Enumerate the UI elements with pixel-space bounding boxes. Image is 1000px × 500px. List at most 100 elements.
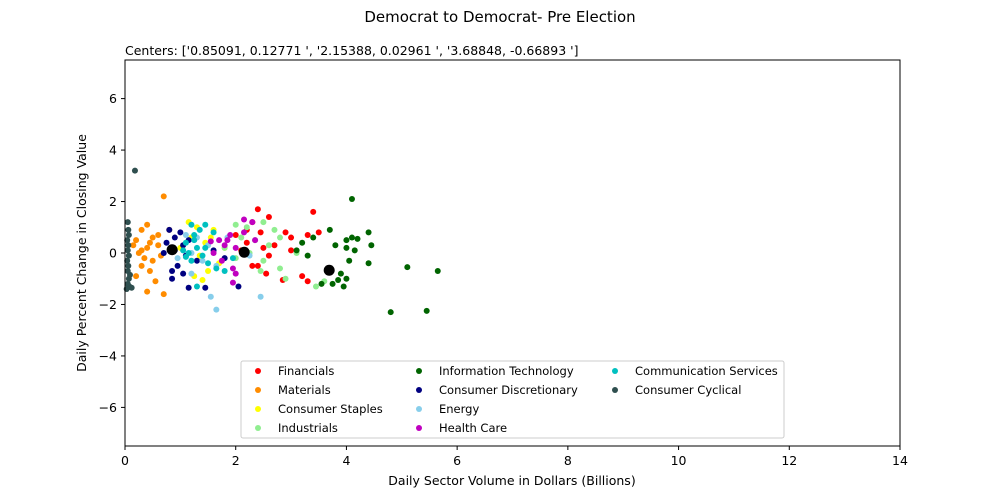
point-industrials-1 — [243, 224, 250, 231]
point-industrials-13 — [312, 283, 319, 290]
point-information-technology-10 — [346, 257, 353, 264]
point-consumer-discretionary-15 — [202, 284, 209, 291]
point-information-technology-25 — [299, 239, 306, 246]
y-tick-label-3: 0 — [109, 246, 117, 261]
point-communication-services-11 — [221, 268, 228, 275]
point-communication-services-0 — [188, 221, 195, 228]
point-information-technology-13 — [329, 280, 336, 287]
cluster-center-0 — [166, 244, 178, 256]
point-information-technology-24 — [304, 252, 311, 259]
point-communication-services-13 — [193, 283, 200, 290]
legend-label-0: Financials — [278, 364, 334, 378]
legend-label-4: Information Technology — [439, 364, 574, 378]
point-communication-services-18 — [182, 253, 189, 260]
point-materials-14 — [160, 291, 167, 298]
point-financials-14 — [254, 262, 261, 269]
point-information-technology-12 — [343, 275, 350, 282]
point-information-technology-22 — [310, 234, 317, 241]
point-information-technology-5 — [365, 229, 372, 236]
point-consumer-cyclical-14 — [128, 284, 135, 291]
legend-marker-9 — [612, 387, 618, 393]
point-industrials-10 — [277, 265, 283, 272]
point-consumer-discretionary-2 — [171, 234, 178, 241]
point-industrials-2 — [260, 219, 267, 226]
point-communication-services-15 — [180, 247, 187, 254]
point-information-technology-23 — [293, 247, 300, 254]
point-information-technology-0 — [348, 195, 355, 202]
point-communication-services-3 — [191, 231, 198, 238]
point-materials-16 — [155, 231, 162, 238]
point-financials-19 — [263, 270, 270, 277]
legend-label-7: Health Care — [439, 421, 507, 435]
x-axis: 0 2 4 6 8 10 12 14 — [121, 446, 908, 468]
legend-marker-4 — [416, 368, 422, 374]
point-financials-5 — [257, 229, 264, 236]
point-industrials-17 — [271, 226, 278, 233]
point-financials-16 — [299, 273, 306, 280]
point-materials-12 — [152, 278, 159, 285]
point-financials-15 — [265, 252, 272, 259]
point-industrials-0 — [232, 221, 239, 228]
point-financials-21 — [249, 262, 256, 269]
point-materials-4 — [133, 237, 140, 244]
point-consumer-discretionary-10 — [174, 262, 181, 269]
point-materials-18 — [149, 257, 156, 264]
point-health-care-12 — [241, 229, 248, 236]
x-axis-label: Daily Sector Volume in Dollars (Billions… — [388, 473, 635, 488]
x-tick-label-6: 12 — [781, 453, 797, 468]
point-industrials-5 — [265, 242, 272, 249]
point-financials-7 — [288, 234, 295, 241]
cluster-center-2 — [323, 264, 335, 276]
point-information-technology-11 — [337, 270, 344, 277]
point-consumer-cyclical-3 — [125, 231, 132, 238]
point-information-technology-2 — [348, 234, 355, 241]
point-health-care-2 — [227, 231, 234, 238]
point-consumer-cyclical-6 — [124, 247, 131, 254]
y-axis-label: Daily Percent Change in Closing Value — [74, 134, 89, 372]
point-financials-11 — [260, 244, 267, 251]
point-materials-1 — [144, 221, 151, 228]
x-tick-label-0: 0 — [121, 453, 129, 468]
point-consumer-discretionary-14 — [185, 284, 192, 291]
point-consumer-cyclical-16 — [126, 271, 133, 278]
y-axis: −6 −4 −2 0 2 4 6 — [99, 91, 125, 415]
point-consumer-cyclical-1 — [124, 219, 131, 226]
point-communication-services-5 — [193, 244, 200, 251]
point-health-care-14 — [224, 237, 231, 244]
legend-marker-1 — [255, 387, 261, 393]
point-information-technology-8 — [343, 244, 350, 251]
point-health-care-4 — [221, 242, 228, 249]
legend-label-6: Energy — [439, 402, 479, 416]
point-consumer-discretionary-4 — [163, 239, 170, 246]
point-industrials-9 — [257, 268, 264, 275]
point-materials-0 — [160, 193, 167, 200]
point-consumer-discretionary-0 — [166, 226, 173, 233]
point-communication-services-16 — [191, 237, 198, 244]
point-consumer-cyclical-9 — [125, 262, 132, 269]
point-materials-8 — [141, 255, 148, 262]
legend-label-5: Consumer Discretionary — [439, 383, 578, 397]
point-information-technology-14 — [335, 277, 342, 284]
point-consumer-staples-8 — [205, 268, 212, 275]
point-materials-20 — [146, 239, 153, 246]
point-consumer-staples-10 — [199, 277, 206, 284]
point-health-care-1 — [249, 219, 256, 226]
point-information-technology-18 — [387, 309, 394, 316]
point-industrials-6 — [277, 234, 283, 241]
point-communication-services-2 — [202, 221, 209, 228]
point-health-care-0 — [241, 216, 248, 223]
y-tick-label-6: 6 — [109, 91, 117, 106]
x-tick-label-7: 14 — [892, 453, 908, 468]
point-financials-2 — [265, 213, 272, 220]
point-health-care-13 — [207, 238, 214, 245]
point-consumer-discretionary-11 — [169, 268, 176, 275]
point-energy-4 — [199, 257, 206, 264]
point-health-care-10 — [229, 279, 236, 286]
chart-subtitle: Centers: ['0.85091, 0.12771 ', '2.15388,… — [125, 43, 578, 58]
point-information-technology-21 — [340, 283, 347, 290]
point-financials-3 — [310, 208, 317, 215]
point-information-technology-4 — [354, 235, 361, 242]
point-energy-8 — [257, 293, 264, 300]
x-tick-label-3: 6 — [453, 453, 461, 468]
point-energy-10 — [174, 255, 181, 262]
